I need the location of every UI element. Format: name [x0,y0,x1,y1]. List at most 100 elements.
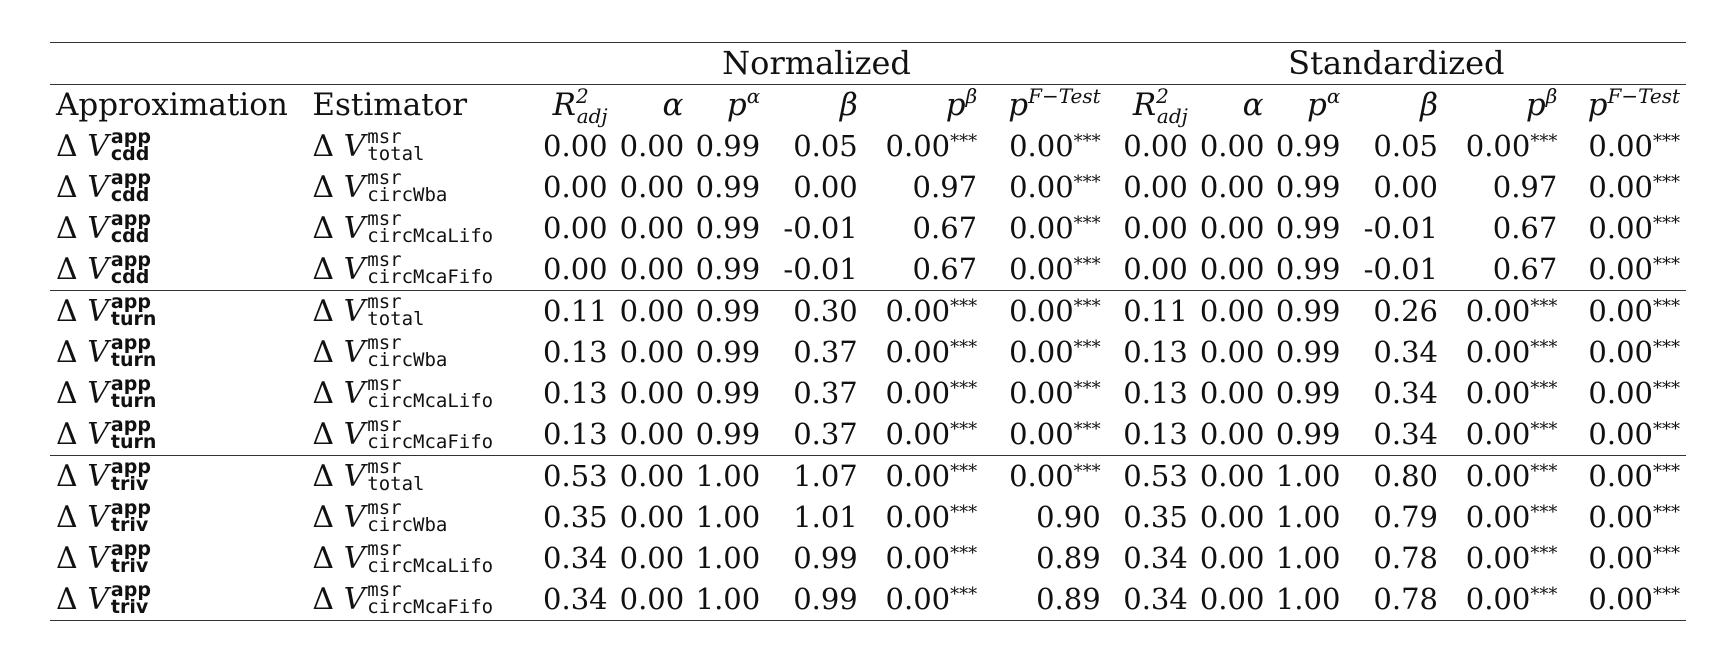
standardized-value-cell: 0.00*** [1588,417,1680,451]
normalized-value-cell: 0.37 [793,376,858,410]
standardized-value-cell: 0.11 [1123,294,1188,328]
normalized-value-cell: 0.13 [543,376,608,410]
col-approximation: Approximation [56,87,288,123]
normalized-value-cell: -0.01 [783,211,858,245]
significance-marker: *** [1530,337,1558,358]
normalized-value-cell: 0.00 [619,129,685,163]
normalized-value-cell: 1.01 [793,500,858,534]
normalized-value-cell: 0.00*** [885,376,978,410]
normalized-value-cell: 0.34 [543,582,608,616]
standardized-palpha-header: pα [1307,84,1341,123]
standardized-value-cell: 0.99 [1275,170,1341,204]
significance-marker: *** [1073,213,1101,234]
standardized-alpha-header: α [1242,87,1264,123]
normalized-value-cell: 0.99 [695,417,761,451]
normalized-value-cell: 0.00*** [1009,129,1101,163]
normalized-value-cell: 0.00 [543,170,608,204]
normalized-value-cell: 1.00 [695,459,761,493]
significance-marker: *** [1530,461,1558,482]
standardized-value-cell: 0.00 [1199,335,1265,369]
significance-marker: *** [1653,378,1680,399]
standardized-value-cell: 0.00 [1199,582,1265,616]
normalized-value-cell: 0.99 [793,541,858,575]
normalized-value-cell: 0.89 [1036,582,1101,616]
normalized-value-cell: -0.01 [783,252,858,286]
standardized-value-cell: 0.00*** [1588,459,1680,493]
standardized-value-cell: 0.00 [1373,170,1438,204]
normalized-value-cell: 0.00 [543,129,608,163]
significance-marker: *** [950,461,978,482]
significance-marker: *** [1073,254,1101,275]
standardized-value-cell: 0.00*** [1465,417,1558,451]
standardized-value-cell: 1.00 [1275,541,1341,575]
significance-marker: *** [950,296,978,317]
normalized-value-cell: 0.30 [793,294,858,328]
regression-table: Normalized Standardized Approximation Es… [50,42,1686,621]
standardized-value-cell: 0.00 [1199,170,1265,204]
r2-adj-symbol: R2adj [552,84,608,128]
normalized-value-cell: 0.00*** [885,129,978,163]
standardized-value-cell: 0.53 [1123,459,1188,493]
normalized-r2-header: R2adj [526,84,613,128]
regression-table-container: Normalized Standardized Approximation Es… [50,42,1686,621]
significance-marker: *** [1653,461,1680,482]
normalized-value-cell: 0.90 [1036,500,1101,534]
normalized-value-cell: 0.00*** [1009,211,1101,245]
normalized-value-cell: 0.37 [793,335,858,369]
normalized-value-cell: 0.00*** [885,294,978,328]
significance-marker: *** [1073,461,1101,482]
standardized-value-cell: 0.00 [1199,252,1265,286]
significance-marker: *** [1530,543,1558,564]
standardized-value-cell: 0.00 [1123,211,1188,245]
standardized-value-cell: 0.00 [1199,417,1265,451]
normalized-value-cell: 0.00 [619,459,685,493]
standardized-value-cell: 0.99 [1275,129,1341,163]
standardized-value-cell: 0.00*** [1465,335,1558,369]
normalized-value-cell: 0.00 [619,500,685,534]
standardized-pbeta-header: pβ [1525,84,1558,123]
normalized-value-cell: 0.11 [543,294,608,328]
normalized-value-cell: 0.00 [619,252,685,286]
normalized-value-cell: 0.67 [912,252,978,286]
standardized-value-cell: 0.34 [1373,417,1438,451]
standardized-value-cell: 0.00*** [1465,582,1558,616]
normalized-value-cell: 0.00*** [1009,459,1101,493]
group-standardized: Standardized [1288,44,1505,82]
significance-marker: *** [1653,337,1680,358]
normalized-value-cell: 1.00 [695,500,761,534]
standardized-value-cell: 1.00 [1275,459,1341,493]
normalized-value-cell: 0.00*** [1009,417,1101,451]
standardized-value-cell: 0.00 [1123,252,1188,286]
group-header-row: Normalized Standardized [50,42,1686,85]
significance-marker: *** [1073,419,1101,440]
normalized-value-cell: 0.00*** [885,500,978,534]
normalized-value-cell: 0.99 [695,294,761,328]
normalized-value-cell: 0.00*** [1009,170,1101,204]
normalized-value-cell: 0.99 [793,582,858,616]
normalized-value-cell: 1.07 [793,459,858,493]
normalized-value-cell: 0.00 [543,252,608,286]
significance-marker: *** [1073,172,1101,193]
normalized-value-cell: 0.00 [793,170,858,204]
standardized-value-cell: 0.00*** [1588,582,1680,616]
normalized-palpha-header: pα [726,84,761,123]
normalized-value-cell: 0.37 [793,417,858,451]
